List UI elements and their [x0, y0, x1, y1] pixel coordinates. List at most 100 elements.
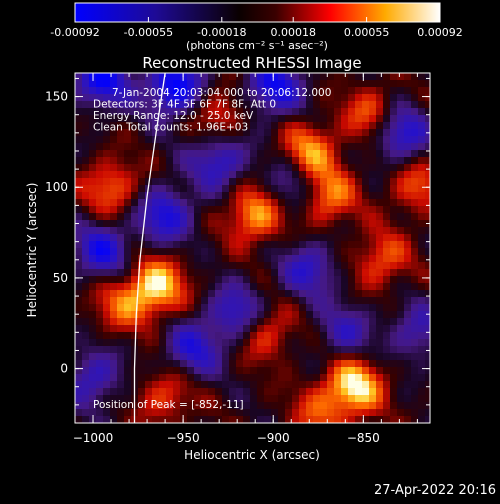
heatmap-cell: [320, 171, 327, 178]
y-tick-label: 100: [45, 180, 68, 194]
heatmap-cell: [362, 136, 369, 143]
heatmap-cell: [96, 227, 103, 234]
heatmap-cell: [320, 129, 327, 136]
heatmap-cell: [285, 262, 292, 269]
heatmap-cell: [187, 80, 194, 87]
heatmap-cell: [96, 206, 103, 213]
heatmap-cell: [425, 87, 430, 94]
heatmap-cell: [222, 73, 229, 80]
heatmap-cell: [152, 409, 159, 416]
heatmap-cell: [89, 381, 96, 388]
heatmap-cell: [194, 115, 201, 122]
heatmap-cell: [159, 108, 166, 115]
heatmap-cell: [271, 409, 278, 416]
heatmap-cell: [292, 101, 299, 108]
heatmap-cell: [390, 178, 397, 185]
heatmap-cell: [418, 199, 425, 206]
heatmap-cell: [292, 73, 299, 80]
heatmap-cell: [355, 199, 362, 206]
heatmap-cell: [117, 73, 124, 80]
heatmap-cell: [348, 199, 355, 206]
heatmap-cell: [89, 108, 96, 115]
heatmap-cell: [327, 164, 334, 171]
heatmap-cell: [166, 213, 173, 220]
heatmap-cell: [285, 381, 292, 388]
heatmap-cell: [103, 150, 110, 157]
heatmap-cell: [215, 416, 222, 423]
heatmap-cell: [243, 255, 250, 262]
heatmap-cell: [306, 276, 313, 283]
heatmap-cell: [159, 381, 166, 388]
heatmap-cell: [250, 164, 257, 171]
heatmap-cell: [355, 360, 362, 367]
heatmap-cell: [257, 241, 264, 248]
heatmap-cell: [96, 262, 103, 269]
heatmap-cell: [369, 325, 376, 332]
heatmap-cell: [138, 122, 145, 129]
heatmap-cell: [334, 73, 341, 80]
heatmap-cell: [313, 276, 320, 283]
heatmap-cell: [131, 325, 138, 332]
heatmap-cell: [75, 332, 82, 339]
heatmap-cell: [138, 297, 145, 304]
heatmap-cell: [418, 157, 425, 164]
heatmap-cell: [250, 388, 257, 395]
heatmap-cell: [257, 164, 264, 171]
heatmap-cell: [355, 325, 362, 332]
heatmap-cell: [257, 157, 264, 164]
heatmap-cell: [187, 171, 194, 178]
heatmap-cell: [82, 143, 89, 150]
heatmap-cell: [96, 115, 103, 122]
heatmap-cell: [362, 220, 369, 227]
heatmap-cell: [96, 416, 103, 423]
heatmap-cell: [390, 276, 397, 283]
heatmap-cell: [138, 213, 145, 220]
heatmap-cell: [222, 171, 229, 178]
heatmap-cell: [418, 283, 425, 290]
heatmap-cell: [362, 332, 369, 339]
heatmap-cell: [397, 353, 404, 360]
heatmap-cell: [362, 122, 369, 129]
heatmap-cell: [390, 150, 397, 157]
heatmap-cell: [110, 255, 117, 262]
heatmap-cell: [187, 213, 194, 220]
heatmap-cell: [264, 234, 271, 241]
heatmap-cell: [96, 157, 103, 164]
heatmap-cell: [348, 178, 355, 185]
heatmap-cell: [306, 199, 313, 206]
heatmap-cell: [96, 220, 103, 227]
heatmap-cell: [418, 122, 425, 129]
heatmap-cell: [194, 332, 201, 339]
heatmap-cell: [257, 94, 264, 101]
heatmap-cell: [278, 129, 285, 136]
heatmap-cell: [250, 297, 257, 304]
heatmap-cell: [117, 115, 124, 122]
heatmap-cell: [411, 206, 418, 213]
heatmap-cell: [390, 136, 397, 143]
heatmap-cell: [278, 409, 285, 416]
heatmap-cell: [75, 325, 82, 332]
heatmap-cell: [425, 73, 430, 80]
heatmap-cell: [229, 269, 236, 276]
heatmap-cell: [194, 297, 201, 304]
heatmap-cell: [411, 143, 418, 150]
heatmap-cell: [187, 374, 194, 381]
heatmap-cell: [390, 325, 397, 332]
heatmap-cell: [131, 150, 138, 157]
heatmap-cell: [243, 311, 250, 318]
heatmap-cell: [180, 115, 187, 122]
heatmap-cell: [103, 94, 110, 101]
heatmap-cell: [173, 388, 180, 395]
heatmap-cell: [103, 129, 110, 136]
heatmap-cell: [285, 108, 292, 115]
heatmap-cell: [110, 283, 117, 290]
heatmap-cell: [327, 339, 334, 346]
heatmap-cell: [271, 227, 278, 234]
heatmap-cell: [215, 171, 222, 178]
heatmap-cell: [236, 206, 243, 213]
heatmap-cell: [152, 269, 159, 276]
heatmap-cell: [138, 115, 145, 122]
heatmap-cell: [348, 297, 355, 304]
heatmap-cell: [271, 276, 278, 283]
heatmap-cell: [425, 94, 430, 101]
